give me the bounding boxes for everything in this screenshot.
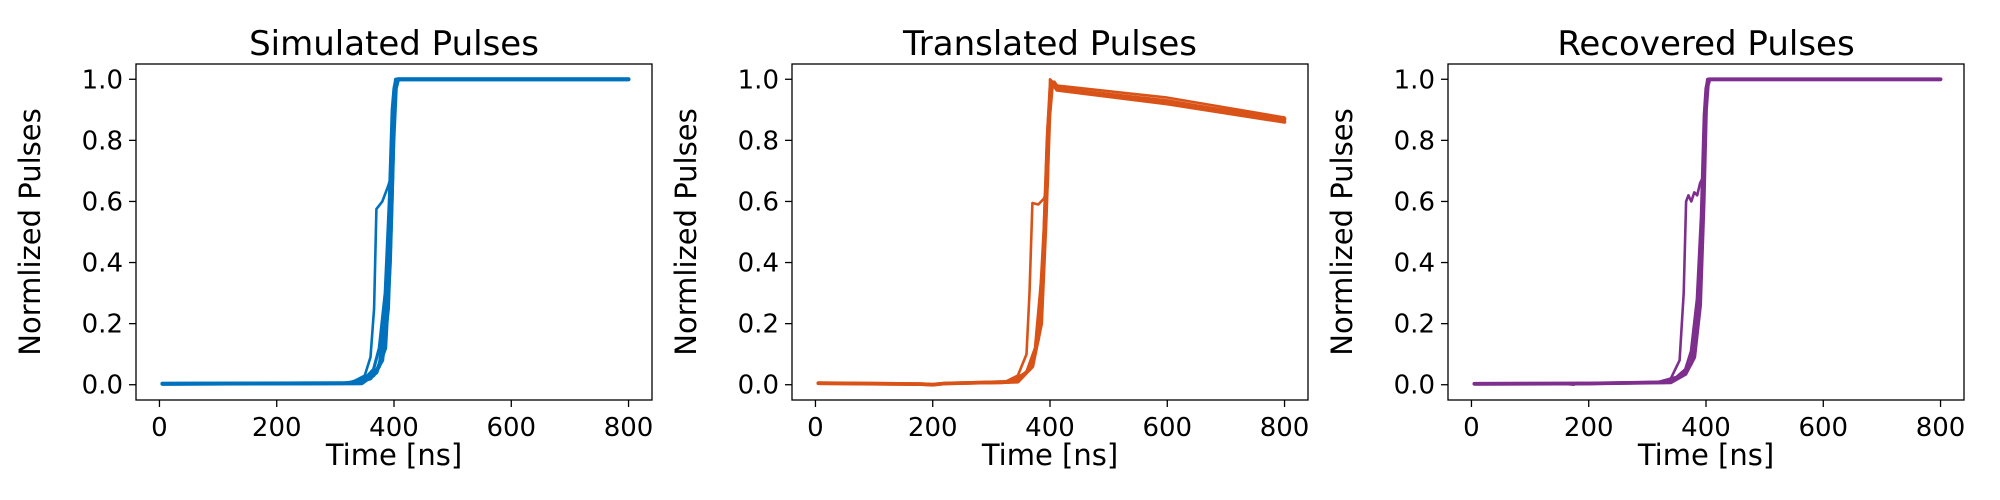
series-line-4 xyxy=(160,77,631,386)
y-tick-label: 0.0 xyxy=(82,371,123,401)
y-tick-label: 0.8 xyxy=(82,126,123,156)
series-line-3 xyxy=(816,80,1287,387)
y-tick-label: 0.6 xyxy=(738,187,779,217)
y-tick-label: 0.2 xyxy=(82,310,123,340)
y-axis-label: Normlized Pulses xyxy=(669,108,703,355)
chart-panel-2: 0 200 400 600 800 0.0 0.2 0.4 0.6 0.8 1.0 Recovered… xyxy=(1325,24,1965,472)
x-tick-label: 200 xyxy=(1564,413,1614,443)
x-tick-label: 800 xyxy=(1916,413,1966,443)
y-tick-label: 0.4 xyxy=(1394,249,1435,279)
x-axis-label: Time [ns] xyxy=(325,438,462,472)
y-tick-label: 0.8 xyxy=(738,126,779,156)
y-tick-label: 0.2 xyxy=(1394,310,1435,340)
y-tick-label: 0.2 xyxy=(738,310,779,340)
y-tick-label: 1.0 xyxy=(1394,65,1435,95)
x-tick-label: 600 xyxy=(1798,413,1848,443)
x-tick-label: 400 xyxy=(369,413,419,443)
x-tick-label: 200 xyxy=(908,413,958,443)
series-line-0 xyxy=(817,78,1286,387)
y-tick-label: 1.0 xyxy=(738,65,779,95)
series-line-3 xyxy=(1472,77,1943,386)
x-tick-label: 400 xyxy=(1025,413,1075,443)
y-axis-label: Normlized Pulses xyxy=(1325,108,1359,355)
x-axis-label: Time [ns] xyxy=(981,438,1118,472)
x-tick-label: 200 xyxy=(252,413,302,443)
x-tick-label: 600 xyxy=(1142,413,1192,443)
chart-title: Translated Pulses xyxy=(902,24,1197,64)
x-tick-label: 800 xyxy=(1260,413,1310,443)
x-tick-label: 0 xyxy=(151,413,168,443)
y-axis-label: Normlized Pulses xyxy=(13,108,47,355)
x-axis-label: Time [ns] xyxy=(1637,438,1774,472)
y-tick-label: 0.0 xyxy=(1394,371,1435,401)
chart-panel-1: 0 200 400 600 800 0.0 0.2 0.4 0.6 0.8 1.0 Translate… xyxy=(669,24,1309,472)
chart-title: Recovered Pulses xyxy=(1557,24,1854,64)
series-line-2 xyxy=(816,82,1287,387)
y-tick-label: 0.6 xyxy=(1394,187,1435,217)
y-tick-label: 0.4 xyxy=(82,249,123,279)
series-line-1 xyxy=(816,80,1287,387)
x-tick-label: 600 xyxy=(486,413,536,443)
chart-panel-0: 0 200 400 600 800 0.0 0.2 0.4 0.6 0.8 1.0 Simulated… xyxy=(13,24,653,472)
y-tick-label: 0.8 xyxy=(1394,126,1435,156)
x-tick-label: 800 xyxy=(604,413,654,443)
x-tick-label: 0 xyxy=(807,413,824,443)
y-tick-label: 0.0 xyxy=(738,371,779,401)
chart-title: Simulated Pulses xyxy=(249,24,539,64)
x-tick-label: 400 xyxy=(1681,413,1731,443)
y-tick-label: 0.6 xyxy=(82,187,123,217)
y-tick-label: 0.4 xyxy=(738,249,779,279)
x-tick-label: 0 xyxy=(1463,413,1480,443)
y-tick-label: 1.0 xyxy=(82,65,123,95)
